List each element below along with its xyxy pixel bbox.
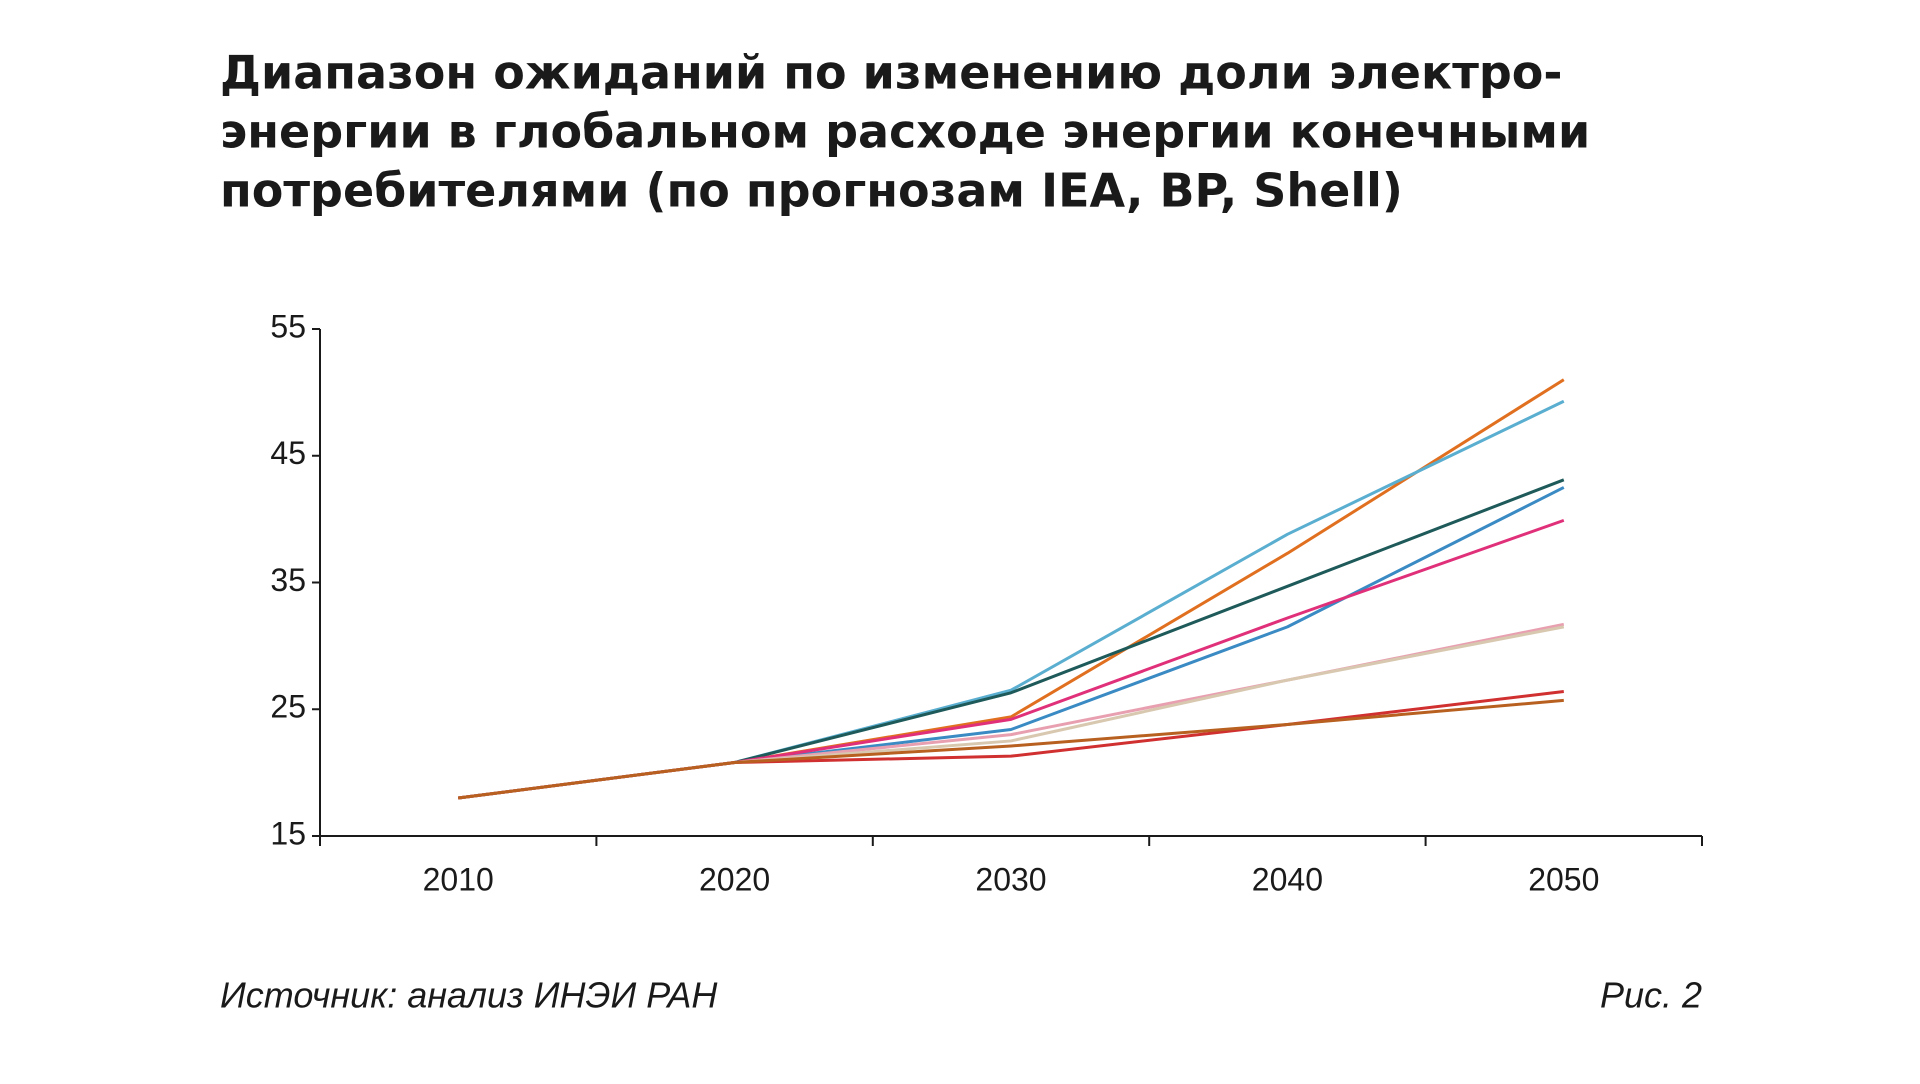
chart-title: потребителями (по прогнозам IEA, BP, She… [220,164,1403,218]
series-line [458,698,1564,800]
y-tick-label: 55 [270,308,306,344]
x-tick-label: 2020 [699,861,770,897]
series-line [458,478,1565,800]
x-tick-label: 2030 [975,861,1046,897]
x-tick-label: 2010 [423,861,494,897]
chart-title: Диапазон ожиданий по изменению доли элек… [220,46,1563,100]
source-note: Источник: анализ ИНЭИ РАН [220,975,718,1016]
y-tick-label: 35 [270,562,306,598]
y-tick-label: 15 [270,815,306,851]
y-tick-label: 45 [270,435,306,471]
x-tick-label: 2050 [1528,861,1599,897]
figure-label: Рис. 2 [1600,975,1702,1016]
series-line [458,486,1565,800]
x-tick-label: 2040 [1252,861,1323,897]
chart-title: энергии в глобальном расходе энергии кон… [220,105,1590,159]
series-line [458,399,1565,800]
y-tick-label: 25 [270,689,306,725]
